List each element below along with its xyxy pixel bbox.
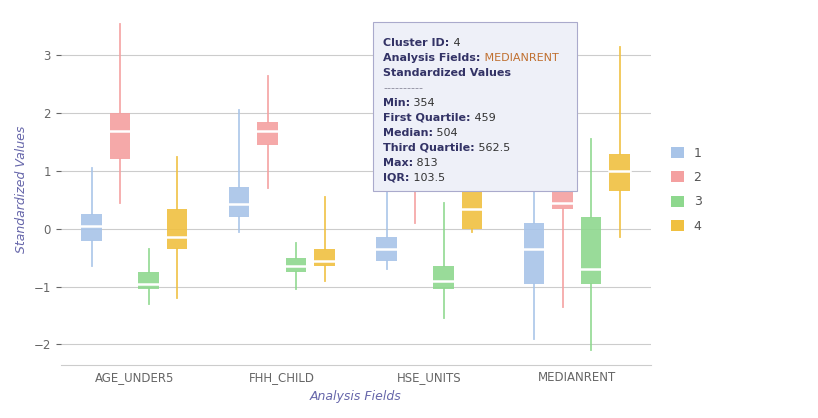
Text: Median:: Median: xyxy=(384,128,434,138)
Bar xyxy=(285,257,307,272)
Bar xyxy=(167,209,187,249)
Text: 504: 504 xyxy=(434,128,458,138)
Bar xyxy=(581,217,601,284)
Bar xyxy=(376,237,397,260)
FancyBboxPatch shape xyxy=(373,22,577,191)
Text: Standardized Values: Standardized Values xyxy=(384,68,511,78)
Bar xyxy=(552,191,573,209)
Bar xyxy=(110,113,130,159)
Bar xyxy=(434,266,454,289)
Text: ----------: ---------- xyxy=(384,83,424,93)
Bar xyxy=(314,249,335,266)
Text: Cluster ID:: Cluster ID: xyxy=(384,38,450,48)
Text: 562.5: 562.5 xyxy=(475,143,510,153)
Y-axis label: Standardized Values: Standardized Values xyxy=(15,126,28,253)
Bar xyxy=(405,127,425,186)
Text: Analysis Fields:: Analysis Fields: xyxy=(384,53,481,63)
Bar xyxy=(229,187,249,217)
Text: 4: 4 xyxy=(450,38,461,48)
Bar xyxy=(138,272,159,289)
Text: 813: 813 xyxy=(413,158,438,168)
Bar xyxy=(462,186,483,229)
Bar xyxy=(81,214,102,242)
X-axis label: Analysis Fields: Analysis Fields xyxy=(310,390,402,403)
Text: MEDIANRENT: MEDIANRENT xyxy=(481,53,559,63)
Text: Third Quartile:: Third Quartile: xyxy=(384,143,475,153)
Text: First Quartile:: First Quartile: xyxy=(384,113,471,123)
Text: 459: 459 xyxy=(471,113,496,123)
Text: 354: 354 xyxy=(411,98,435,108)
Text: IQR:: IQR: xyxy=(384,173,410,183)
Text: Min:: Min: xyxy=(384,98,411,108)
Bar xyxy=(258,122,278,145)
Bar xyxy=(524,223,544,284)
Text: 103.5: 103.5 xyxy=(410,173,445,183)
Bar xyxy=(609,154,630,191)
Legend: 1, 2, 3, 4: 1, 2, 3, 4 xyxy=(668,144,704,235)
Text: Max:: Max: xyxy=(384,158,413,168)
